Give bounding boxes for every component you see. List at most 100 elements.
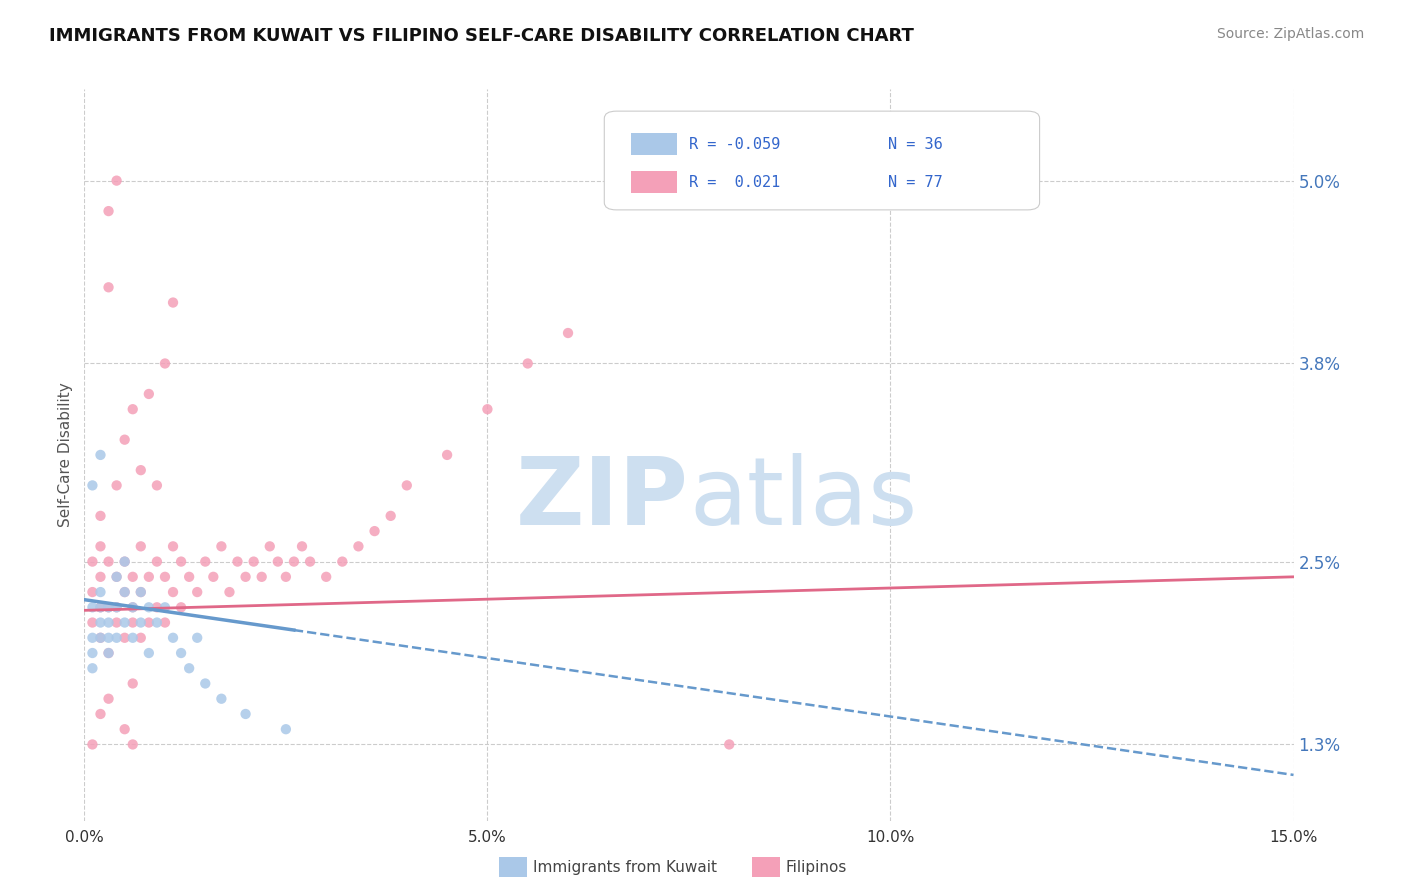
Point: [97, 600, 120, 615]
Text: atlas: atlas: [689, 453, 917, 545]
Point: [138, 387, 160, 401]
Point: [170, 646, 193, 660]
Text: ZIP: ZIP: [516, 453, 689, 545]
Text: Filipinos: Filipinos: [786, 861, 848, 875]
Point: [129, 463, 152, 477]
Point: [105, 631, 128, 645]
Point: [97, 280, 120, 294]
Point: [146, 478, 169, 492]
Point: [146, 555, 169, 569]
Point: [82, 555, 104, 569]
Point: [299, 555, 322, 569]
Point: [114, 585, 136, 599]
Point: [89, 600, 111, 615]
Y-axis label: Self-Care Disability: Self-Care Disability: [58, 383, 73, 527]
Point: [153, 356, 176, 371]
Point: [170, 555, 193, 569]
Point: [105, 173, 128, 188]
Point: [129, 539, 152, 553]
Point: [129, 615, 152, 630]
Text: Immigrants from Kuwait: Immigrants from Kuwait: [533, 861, 717, 875]
Point: [283, 555, 305, 569]
Point: [114, 615, 136, 630]
Point: [194, 555, 217, 569]
Point: [202, 570, 225, 584]
Point: [82, 600, 104, 615]
Point: [516, 356, 538, 371]
Point: [138, 615, 160, 630]
Point: [209, 691, 232, 706]
Point: [105, 478, 128, 492]
Point: [153, 615, 176, 630]
Point: [105, 570, 128, 584]
Point: [121, 570, 143, 584]
Point: [97, 691, 120, 706]
Point: [209, 539, 232, 553]
Point: [105, 600, 128, 615]
Point: [114, 631, 136, 645]
Point: [121, 402, 143, 417]
Point: [82, 631, 104, 645]
Point: [97, 555, 120, 569]
Point: [89, 570, 111, 584]
Point: [395, 478, 418, 492]
Point: [89, 508, 111, 523]
Point: [82, 585, 104, 599]
Point: [114, 723, 136, 737]
Point: [146, 600, 169, 615]
Point: [235, 706, 257, 721]
FancyBboxPatch shape: [631, 133, 676, 155]
Point: [718, 738, 741, 752]
Point: [97, 646, 120, 660]
Point: [89, 631, 111, 645]
Point: [105, 570, 128, 584]
Point: [186, 585, 208, 599]
Point: [97, 631, 120, 645]
Point: [291, 539, 314, 553]
Point: [129, 585, 152, 599]
Text: Source: ZipAtlas.com: Source: ZipAtlas.com: [1216, 27, 1364, 41]
Point: [330, 555, 353, 569]
Point: [170, 600, 193, 615]
Point: [347, 539, 370, 553]
Point: [146, 615, 169, 630]
Point: [267, 555, 290, 569]
Point: [121, 676, 143, 690]
Point: [179, 570, 201, 584]
Point: [97, 615, 120, 630]
Point: [121, 600, 143, 615]
Point: [179, 661, 201, 675]
Point: [315, 570, 337, 584]
Point: [274, 723, 297, 737]
Point: [162, 585, 184, 599]
Point: [129, 585, 152, 599]
Point: [242, 555, 264, 569]
Point: [557, 326, 579, 340]
Point: [89, 585, 111, 599]
Point: [114, 433, 136, 447]
Text: R = -0.059: R = -0.059: [689, 136, 780, 152]
Point: [114, 555, 136, 569]
Point: [121, 615, 143, 630]
Point: [363, 524, 385, 538]
Text: N = 77: N = 77: [889, 175, 943, 190]
Point: [114, 585, 136, 599]
Point: [162, 631, 184, 645]
Point: [121, 600, 143, 615]
Point: [105, 600, 128, 615]
Point: [129, 631, 152, 645]
Point: [89, 600, 111, 615]
Point: [380, 508, 402, 523]
Point: [250, 570, 273, 584]
Point: [82, 646, 104, 660]
Point: [89, 448, 111, 462]
Point: [477, 402, 499, 417]
Point: [121, 631, 143, 645]
Point: [82, 615, 104, 630]
Point: [138, 600, 160, 615]
Point: [89, 706, 111, 721]
Point: [259, 539, 281, 553]
Point: [97, 600, 120, 615]
Point: [138, 570, 160, 584]
Point: [186, 631, 208, 645]
